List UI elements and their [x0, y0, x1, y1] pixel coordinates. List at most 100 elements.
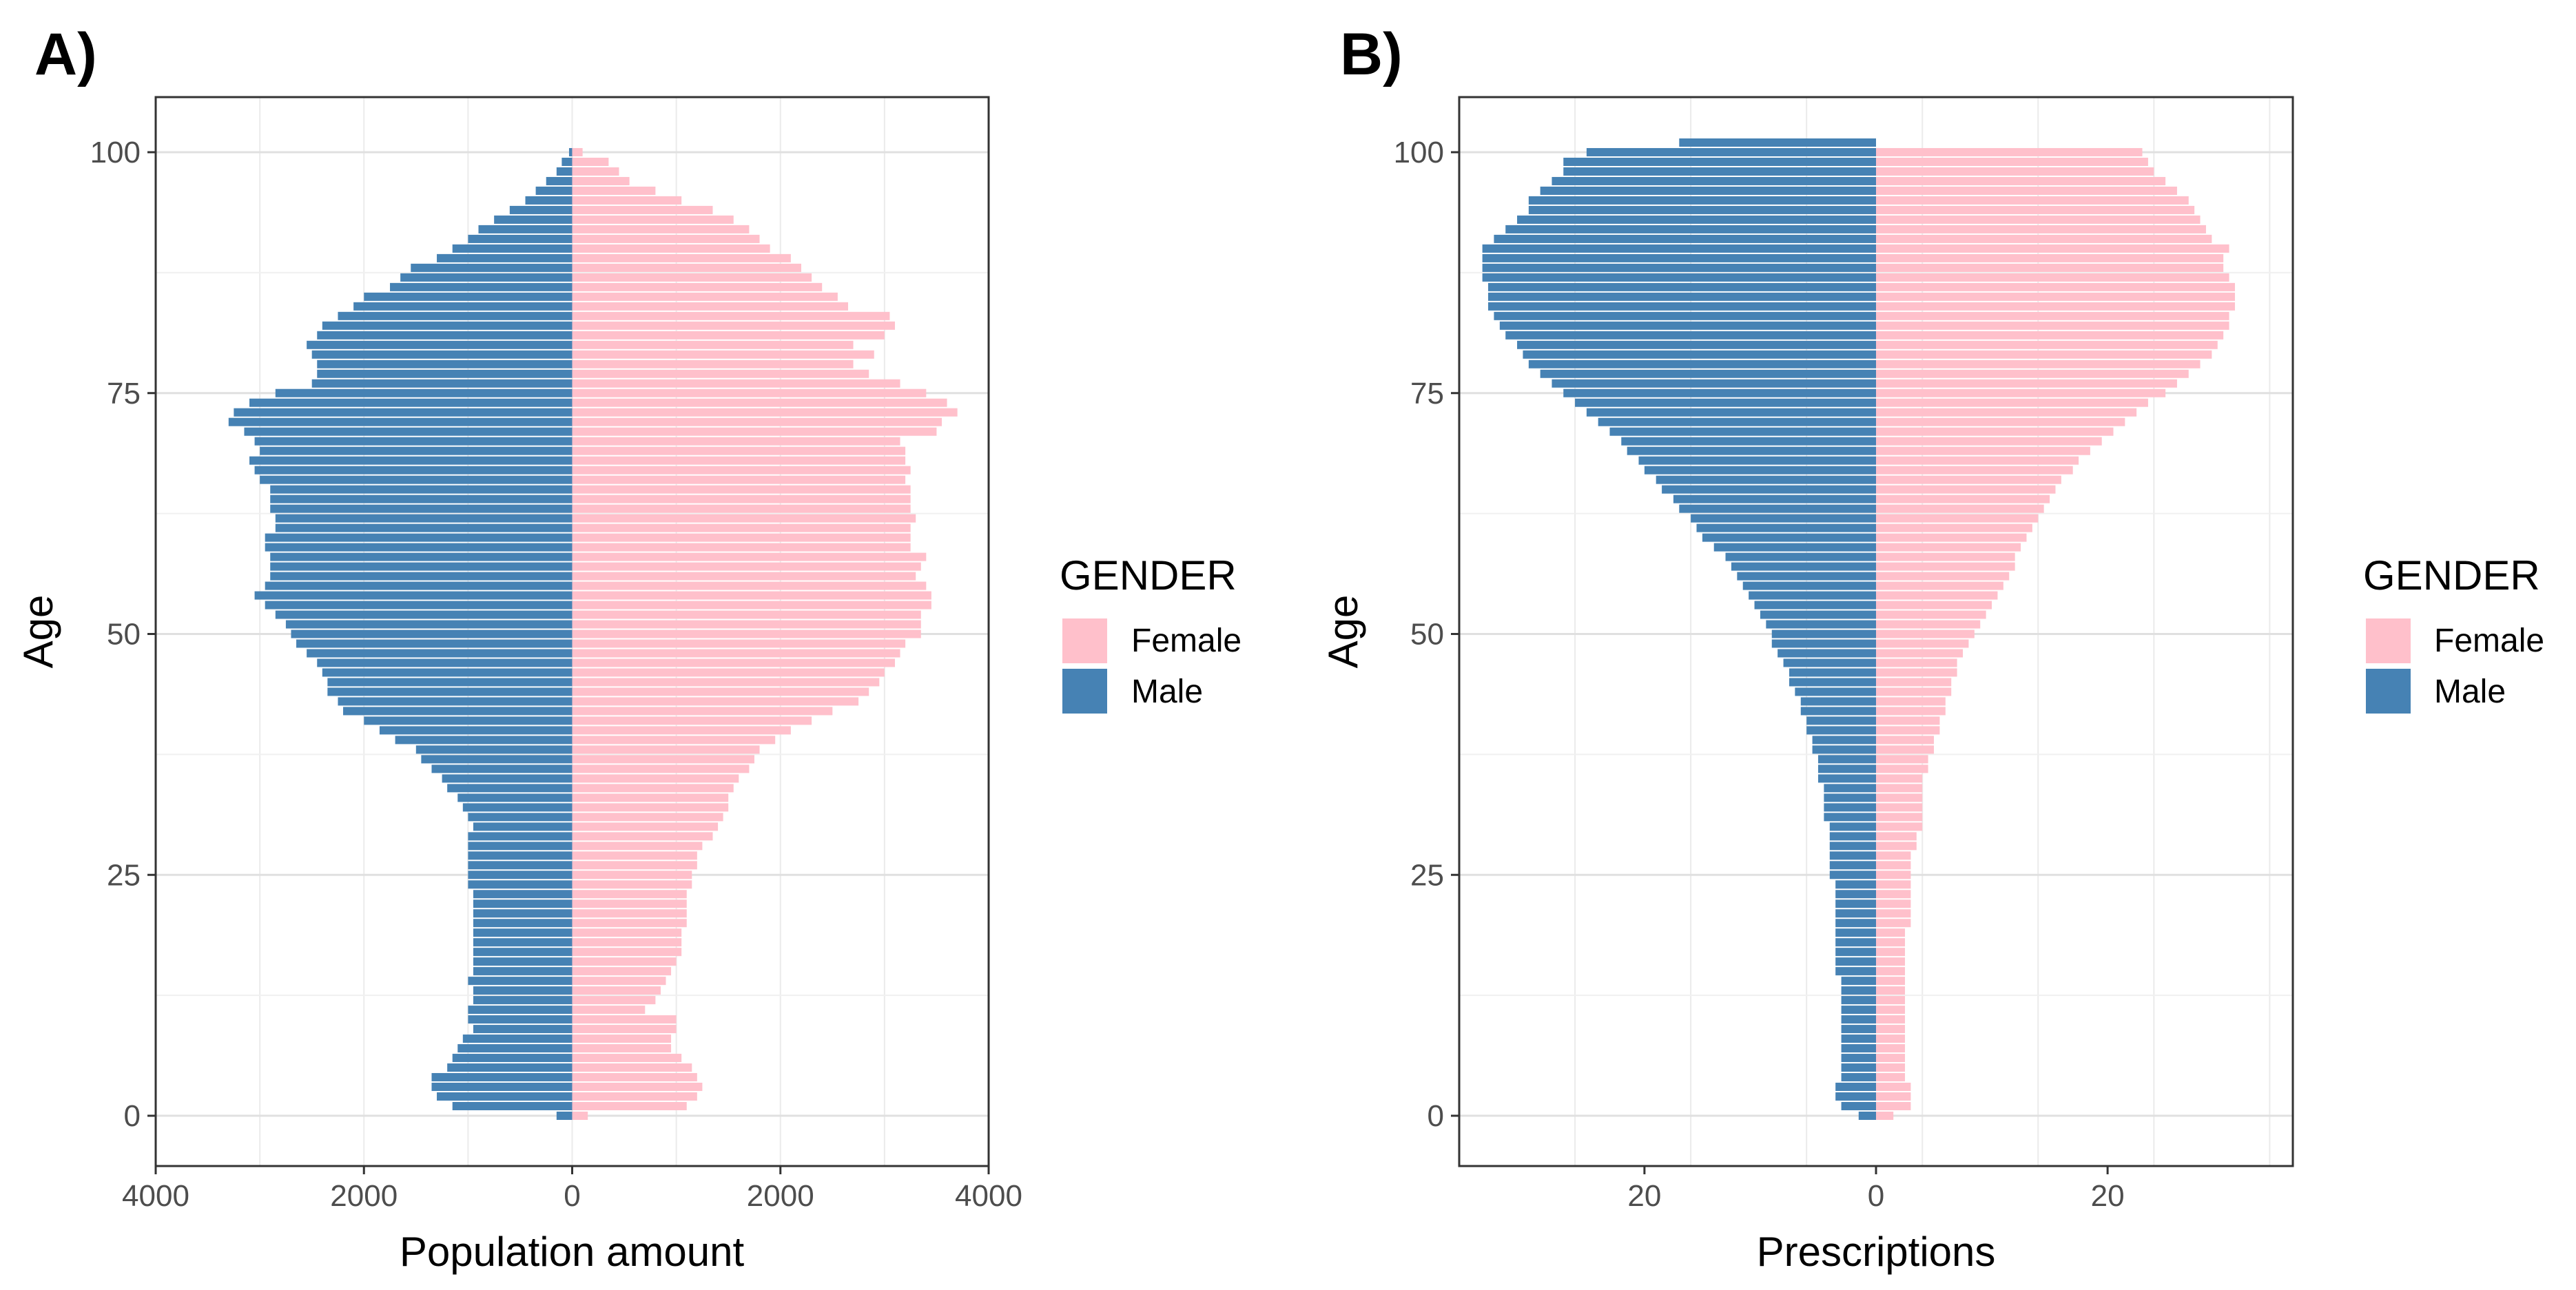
panel-a: 4000 2000 0 2000 4000 0 25 50 75 100 A) Populati…	[15, 21, 1241, 1275]
panel-b-bar-male-age-1	[1841, 1101, 1876, 1111]
panel-a-bar-female-age-56	[572, 572, 916, 581]
panel-a-bar-female-age-44	[572, 687, 869, 696]
panel-a-x-tick-label: 4000	[122, 1179, 189, 1213]
panel-b-legend-title: GENDER	[2363, 552, 2540, 599]
panel-b-bar-female-age-50	[1876, 630, 1975, 638]
panel-a-bar-female-age-15	[572, 967, 672, 976]
panel-a-bar-female-age-13	[572, 986, 661, 995]
panel-b-bar-female-age-37	[1876, 755, 1928, 764]
panel-b-bar-male-age-2	[1835, 1092, 1876, 1101]
panel-a-bar-female-age-61	[572, 523, 911, 532]
panel-b-bar-male-age-62	[1691, 514, 1876, 523]
panel-a-bar-male-age-35	[442, 774, 573, 783]
panel-a-x-axis-title: Population amount	[400, 1229, 745, 1275]
panel-b-bars	[1482, 138, 2235, 1121]
panel-b-bar-female-age-59	[1876, 543, 2021, 552]
panel-a-bar-female-age-85	[572, 292, 838, 301]
panel-a-bar-male-age-71	[244, 427, 573, 436]
panel-b-bar-male-age-20	[1835, 919, 1876, 928]
panel-a-legend-key-female	[1062, 618, 1107, 663]
panel-b-bar-male-age-26	[1829, 861, 1876, 870]
panel-b-bar-female-age-33	[1876, 793, 1923, 802]
panel-b-bar-male-age-3	[1835, 1083, 1876, 1092]
panel-a-bar-female-age-17	[572, 948, 682, 957]
panel-b-bar-male-age-69	[1627, 446, 1876, 455]
panel-b-bar-male-age-33	[1824, 793, 1876, 802]
panel-a-bar-female-age-9	[572, 1025, 677, 1034]
panel-a-bar-female-age-81	[572, 331, 885, 340]
panel-b-bar-female-age-5	[1876, 1063, 1906, 1072]
panel-b-bar-male-age-51	[1766, 620, 1876, 629]
panel-b-bar-female-age-98	[1876, 167, 2154, 176]
panel-b-x-tick-label: 20	[2091, 1179, 2125, 1213]
panel-b-bar-female-age-70	[1876, 437, 2102, 446]
panel-a-bar-male-age-9	[473, 1025, 573, 1034]
panel-a-bar-male-age-25	[468, 871, 573, 880]
panel-b-bar-male-age-81	[1505, 331, 1876, 340]
panel-a-bar-female-age-26	[572, 861, 697, 870]
panel-b-bar-female-age-73	[1876, 408, 2137, 417]
panel-b-bar-female-age-69	[1876, 446, 2090, 455]
panel-b-bar-female-age-43	[1876, 697, 1946, 706]
panel-b-bar-male-age-77	[1540, 369, 1876, 378]
panel-a-bar-male-age-27	[468, 851, 573, 860]
panel-b-bar-male-age-64	[1673, 495, 1876, 503]
panel-b-bar-male-age-82	[1499, 321, 1876, 330]
panel-b-bar-female-age-13	[1876, 986, 1906, 995]
panel-b-bar-male-age-39	[1812, 736, 1876, 745]
panel-b-bar-female-age-30	[1876, 822, 1923, 831]
panel-b-bar-female-age-6	[1876, 1054, 1906, 1063]
panel-a-bar-female-age-77	[572, 369, 869, 378]
panel-b-bar-female-age-60	[1876, 533, 2027, 542]
panel-a-bar-female-age-35	[572, 774, 739, 783]
panel-b-bar-female-age-89	[1876, 253, 2224, 262]
panel-a-bar-female-age-33	[572, 793, 729, 802]
panel-a-bar-female-age-6	[572, 1054, 682, 1063]
panel-b-bar-female-age-66	[1876, 475, 2061, 484]
panel-b-bar-male-age-0	[1858, 1111, 1876, 1121]
panel-a-bar-female-age-34	[572, 784, 734, 793]
panel-a-y-tick-label: 75	[107, 377, 141, 410]
panel-b-bar-female-age-36	[1876, 764, 1928, 773]
panel-b-bar-female-age-68	[1876, 456, 2079, 465]
panel-b-bar-male-age-68	[1638, 456, 1876, 465]
panel-b-bar-male-age-23	[1835, 890, 1876, 899]
panel-a-bar-female-age-62	[572, 514, 916, 523]
panel-b-bar-male-age-94	[1528, 205, 1876, 214]
panel-a-bar-female-age-36	[572, 764, 750, 773]
panel-a-bar-male-age-82	[322, 321, 573, 330]
panel-b-x-tick-label: 20	[1627, 1179, 1661, 1213]
panel-b-bar-female-age-48	[1876, 649, 1964, 658]
panel-a-bar-male-age-69	[260, 446, 573, 455]
panel-b-bar-male-age-35	[1817, 774, 1876, 783]
panel-a-bar-male-age-99	[561, 157, 573, 167]
panel-a-bar-female-age-46	[572, 668, 885, 677]
panel-a-bar-female-age-37	[572, 755, 754, 764]
panel-b-bar-female-age-46	[1876, 668, 1957, 677]
panel-a-bar-female-age-8	[572, 1034, 672, 1043]
panel-b-bar-female-age-88	[1876, 263, 2224, 272]
panel-b-bar-male-age-34	[1824, 784, 1876, 793]
panel-b-bar-male-age-49	[1771, 639, 1876, 648]
panel-a-bar-male-age-100	[568, 147, 573, 157]
panel-a-bar-female-age-25	[572, 871, 692, 880]
panel-a-bar-male-age-14	[468, 977, 573, 986]
panel-b-bar-female-age-11	[1876, 1006, 1906, 1015]
panel-a-bar-male-age-32	[462, 803, 573, 812]
panel-b-bar-female-age-71	[1876, 427, 2114, 436]
panel-a-bar-male-age-24	[468, 880, 573, 889]
panel-a-bar-female-age-1	[572, 1101, 687, 1111]
panel-a-bar-female-age-54	[572, 591, 931, 600]
panel-b-bar-male-age-46	[1789, 668, 1876, 677]
panel-a-bar-female-age-97	[572, 176, 630, 185]
panel-b: 20 0 20 0 25 50 75 100 B) Prescriptions Age GE…	[1320, 21, 2544, 1275]
panel-b-bar-male-age-37	[1817, 755, 1876, 764]
panel-b-y-tick-label: 25	[1410, 858, 1444, 892]
panel-a-bar-male-age-94	[509, 205, 573, 214]
panel-a-bar-male-age-74	[249, 398, 573, 407]
panel-a-bar-female-age-50	[572, 630, 921, 638]
panel-a-y-tick-label: 100	[90, 136, 141, 169]
panel-a-bar-female-age-95	[572, 196, 682, 205]
panel-a-bar-male-age-2	[437, 1092, 573, 1101]
panel-a-bar-male-age-21	[473, 909, 573, 918]
